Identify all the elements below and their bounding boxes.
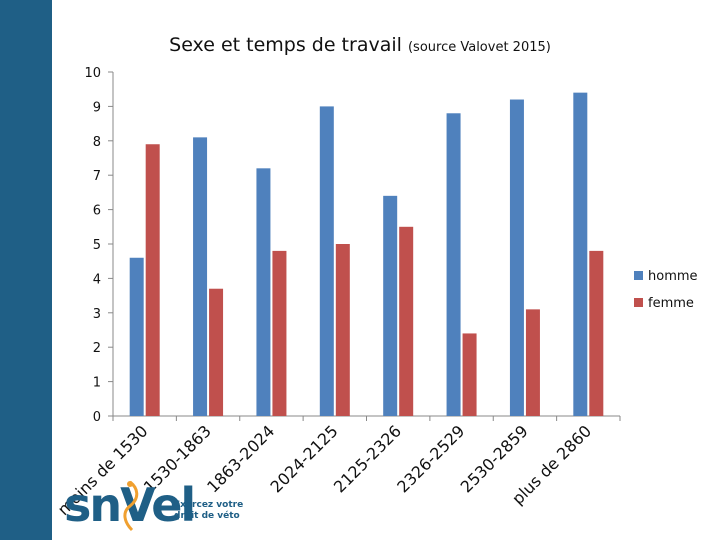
- bar-femme-1: [209, 288, 224, 416]
- bar-homme-0: [129, 257, 144, 416]
- logo-tagline-1: Exercez votre: [174, 500, 244, 510]
- y-tick-label-6: 6: [93, 204, 101, 219]
- y-tick-label-5: 5: [93, 238, 101, 253]
- chart-title: Sexe et temps de travail (source Valovet…: [0, 34, 720, 56]
- bar-femme-3: [335, 244, 350, 416]
- x-tick-label-3: 2024-2125: [267, 421, 342, 496]
- y-tick-label-9: 9: [93, 100, 101, 115]
- bar-femme-2: [272, 250, 287, 416]
- bar-homme-1: [193, 137, 208, 417]
- bar-homme-5: [446, 113, 461, 416]
- bar-homme-2: [256, 168, 271, 416]
- bar-femme-7: [589, 250, 604, 416]
- bar-femme-0: [145, 144, 160, 417]
- legend-swatch-femme: [634, 298, 643, 307]
- y-tick-label-2: 2: [93, 341, 101, 356]
- x-tick-label-5: 2326-2529: [393, 421, 468, 496]
- legend-label-femme: femme: [648, 296, 694, 311]
- bar-femme-4: [399, 226, 414, 416]
- logo-tagline: Exercez votre droit de véto: [174, 500, 264, 522]
- y-tick-label-1: 1: [93, 376, 101, 391]
- y-tick-label-10: 10: [84, 66, 101, 81]
- logo-tagline-2: droit de véto: [174, 511, 240, 521]
- bar-femme-6: [525, 309, 540, 416]
- x-tick-label-4: 2125-2326: [330, 421, 405, 496]
- y-tick-label-4: 4: [93, 272, 101, 287]
- logo-swoosh-icon: [123, 480, 139, 532]
- y-tick-label-0: 0: [93, 410, 101, 425]
- sidebar-strip: [0, 0, 52, 540]
- snvel-logo: snVel Exercez votre droit de véto: [58, 478, 268, 538]
- y-tick-label-3: 3: [93, 307, 101, 322]
- y-tick-label-7: 7: [93, 169, 101, 184]
- y-tick-label-8: 8: [93, 135, 101, 150]
- bar-femme-5: [462, 333, 477, 416]
- bar-homme-3: [319, 106, 334, 417]
- legend-label-homme: homme: [648, 269, 698, 284]
- bar-homme-6: [509, 99, 524, 417]
- legend-swatch-homme: [634, 271, 643, 280]
- chart-title-main: Sexe et temps de travail: [169, 34, 402, 56]
- bar-homme-4: [383, 195, 398, 416]
- chart-title-source: (source Valovet 2015): [407, 40, 551, 55]
- bar-homme-7: [573, 92, 588, 416]
